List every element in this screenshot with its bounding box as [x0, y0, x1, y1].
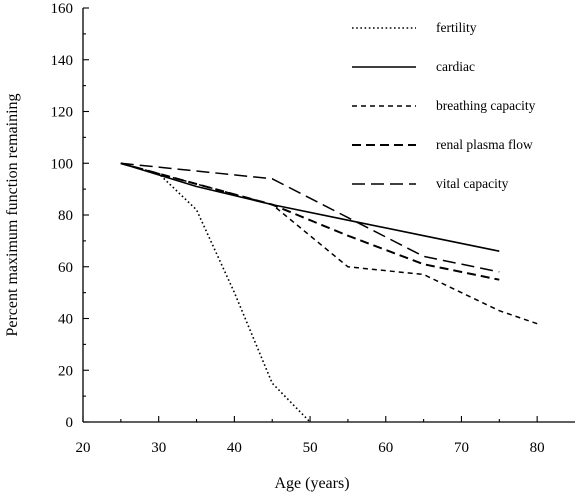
- series-line-renal-plasma-flow: [120, 162, 500, 281]
- y-tick-label-120: 120: [51, 105, 74, 121]
- x-ticks: 20 30 40 50 60 70 80: [76, 416, 545, 456]
- series-line-cardiac: [120, 162, 500, 252]
- y-ticks: 0 20 40 60 80 100 120 140 160: [51, 1, 89, 431]
- y-tick-label-60: 60: [58, 260, 73, 276]
- x-tick-label-20: 20: [76, 440, 91, 456]
- x-tick-label-30: 30: [151, 440, 166, 456]
- y-tick-label-40: 40: [58, 312, 73, 328]
- y-axis-title: Percent maximum function remaining: [4, 93, 21, 336]
- series-line-fertility: [120, 162, 311, 423]
- x-tick-label-80: 80: [530, 440, 545, 456]
- y-tick-label-140: 140: [51, 53, 74, 69]
- y-tick-label-20: 20: [58, 363, 73, 379]
- x-tick-label-50: 50: [303, 440, 318, 456]
- axes: [82, 8, 575, 423]
- x-tick-label-60: 60: [378, 440, 393, 456]
- y-tick-label-0: 0: [66, 415, 74, 431]
- x-axis-title: Age (years): [274, 475, 349, 492]
- y-tick-label-160: 160: [51, 1, 74, 17]
- legend: fertility cardiac breathing capacity renal …: [352, 20, 536, 191]
- legend-label-renal-plasma-flow: renal plasma flow: [436, 137, 533, 152]
- legend-label-fertility: fertility: [436, 20, 477, 35]
- legend-label-cardiac: cardiac: [436, 59, 475, 74]
- legend-label-breathing-capacity: breathing capacity: [436, 98, 536, 113]
- y-tick-label-80: 80: [58, 208, 73, 224]
- x-tick-label-40: 40: [227, 440, 242, 456]
- x-tick-label-70: 70: [454, 440, 469, 456]
- series-line-vital-capacity: [120, 162, 500, 273]
- series-line-breathing-capacity: [120, 162, 538, 325]
- plot-lines: [120, 162, 538, 423]
- y-tick-label-100: 100: [51, 156, 74, 172]
- legend-label-vital-capacity: vital capacity: [436, 176, 509, 191]
